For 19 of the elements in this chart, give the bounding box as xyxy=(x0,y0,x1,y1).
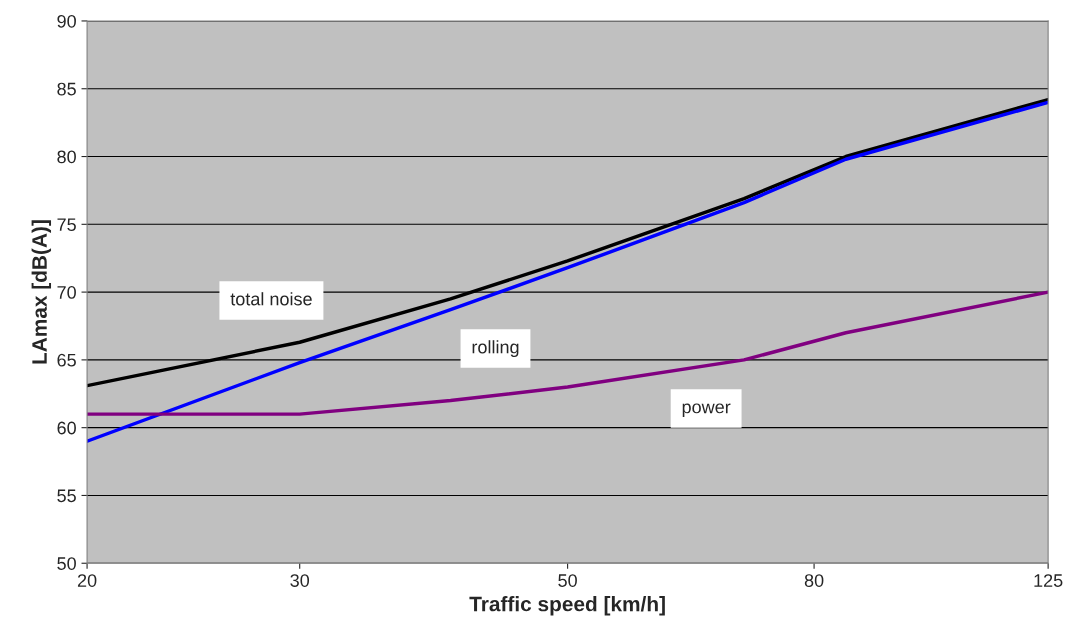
y-tick-label: 80 xyxy=(57,150,76,164)
y-tick-label: 60 xyxy=(57,421,76,435)
x-tick-label: 125 xyxy=(1034,574,1063,587)
y-tick-label: 50 xyxy=(57,557,76,570)
series-label: power xyxy=(682,403,731,417)
x-tick-label: 30 xyxy=(290,574,310,587)
x-axis-title: Traffic speed [km/h] xyxy=(469,596,665,616)
series-label: total noise xyxy=(230,292,312,306)
x-tick-label: 80 xyxy=(804,574,824,587)
y-axis-title: LAmax [dB(A)] xyxy=(31,220,52,364)
y-tick-label: 90 xyxy=(57,14,76,28)
y-tick-label: 70 xyxy=(57,286,76,299)
x-tick-label: 50 xyxy=(558,574,577,587)
y-tick-label: 85 xyxy=(57,82,76,96)
y-tick-label: 55 xyxy=(57,489,76,503)
text: rolling xyxy=(472,340,519,358)
y-tick-label: 75 xyxy=(57,218,76,232)
y-tick-label: 65 xyxy=(57,353,76,367)
x-tick-label: 20 xyxy=(77,574,97,587)
